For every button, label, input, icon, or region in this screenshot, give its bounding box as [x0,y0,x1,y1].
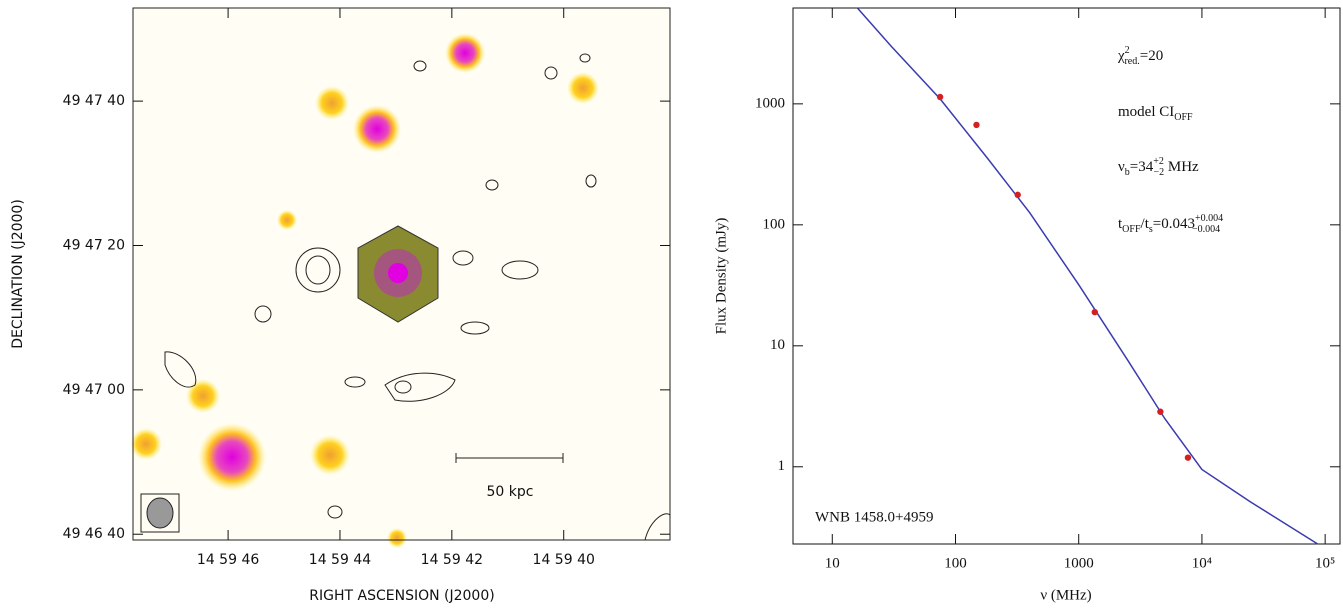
beam-box [140,493,180,533]
y-axis-label: DECLINATION (J2000) [10,199,26,349]
map-frame [132,7,671,541]
annotation: χ2 red.=20 [1117,45,1163,67]
source-label: WNB 1458.0+4959 [815,509,933,525]
annotation-part: b [1125,167,1130,178]
y-tick-label: 1000 [755,95,785,111]
source-blob [445,33,485,73]
annotation-part: OFF [1174,112,1193,123]
annotation-part: s [1149,224,1153,235]
source-blob [387,528,407,548]
source-blob [310,435,350,475]
annotation-part: =34 [1130,159,1154,175]
annotation-part: =0.043 [1153,216,1195,232]
annotation-part: −0.004 [1192,224,1220,235]
y-tick-label: 10 [770,337,785,353]
x-tick-label: 100 [944,555,967,571]
annotation: tOFF/ts=0.043+0.004 −0.004 [1118,213,1223,235]
data-point [1014,191,1021,199]
annotation-part: ν [1118,159,1125,175]
annotation-part: /t [1141,216,1150,232]
source-blob [277,210,297,230]
data-point [936,93,944,101]
source-blob [186,379,220,413]
annotation: νb=34+2 −2 MHz [1118,156,1199,178]
x-tick-label: 14 59 46 [197,552,259,568]
x-tick-label: 14 59 42 [421,552,483,568]
y-tick-label: 49 46 40 [63,526,125,542]
x-tick-label: 14 59 44 [309,552,371,568]
data-point [1091,308,1098,316]
annotation-part: OFF [1122,224,1141,235]
x-tick-label: 10⁵ [1315,555,1335,571]
plot-frame [792,7,1341,545]
map-image: 50 kpc [130,7,671,548]
x-tick-label: 14 59 40 [533,552,595,568]
y-tick-label: 100 [763,216,786,232]
annotation-part: model CI [1118,104,1174,120]
annotation-part: −2 [1154,167,1165,178]
annotation-part: t [1118,216,1123,232]
source-blob [198,423,266,491]
x-tick-label: 10⁴ [1192,555,1212,571]
x-tick-label: 1000 [1064,555,1094,571]
central-core [388,263,408,283]
annotation-part: =20 [1140,48,1163,64]
annotation-part: χ [1117,48,1125,64]
x-axis-label: RIGHT ASCENSION (J2000) [309,588,494,604]
source-blob [130,428,162,460]
x-axis-label: ν (MHz) [1040,587,1091,603]
annotation-part: red. [1124,56,1139,67]
annotation: model CIOFF [1118,104,1193,123]
y-tick-label: 49 47 20 [63,237,125,253]
y-tick-label: 49 47 00 [63,382,125,398]
y-tick-label: 49 47 40 [63,93,125,109]
x-tick-label: 10 [825,555,840,571]
annotation-part: +2 [1153,156,1164,167]
annotation-part: MHz [1164,159,1199,175]
beam [146,497,174,529]
data-point [1157,408,1164,415]
data-point [1184,454,1192,461]
source-blob [315,86,349,120]
y-axis-label: Flux Density (mJy) [713,218,729,335]
model-curve [856,7,1319,545]
contours [164,53,671,541]
y-tick-label: 1 [778,458,786,474]
annotation-part: +0.004 [1195,213,1223,224]
data-point [973,121,980,129]
source-blob [567,72,599,104]
source-blob [353,105,401,153]
scale-bar-label: 50 kpc [487,484,534,500]
annotation-part: 2 [1125,45,1130,56]
